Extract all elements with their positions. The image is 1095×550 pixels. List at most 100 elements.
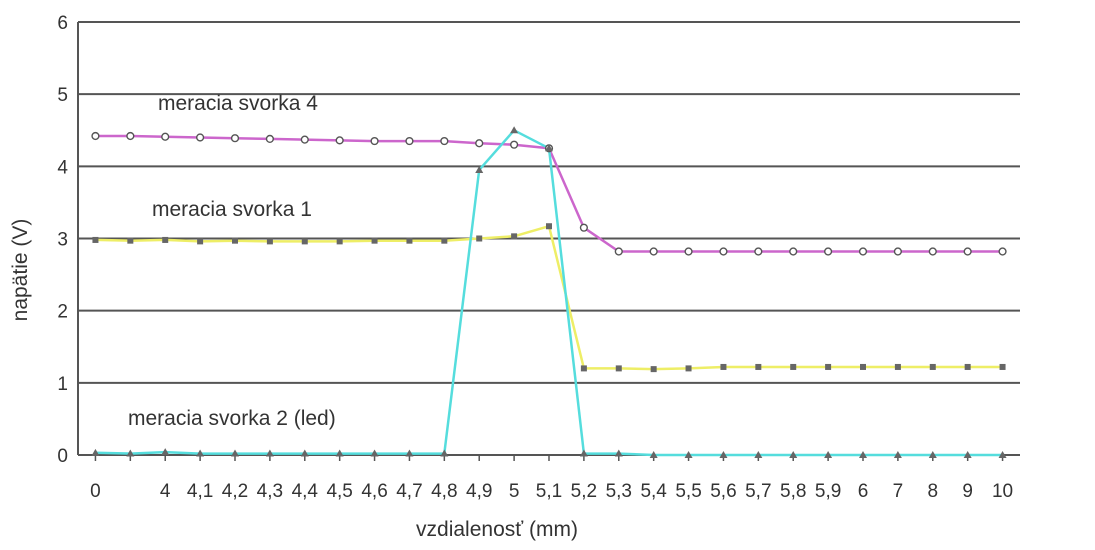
data-point-s1-12 <box>511 233 518 240</box>
data-point-s0-5 <box>265 134 274 144</box>
data-point-s2-13 <box>545 144 553 152</box>
data-point-s0-25 <box>963 247 972 256</box>
data-point-s2-21 <box>824 451 833 458</box>
data-point-s1-4 <box>232 237 238 244</box>
x-tick-label: 4,8 <box>431 481 457 502</box>
data-point-s0-10 <box>440 136 449 146</box>
x-tick-label: 4,4 <box>292 481 319 502</box>
y-tick-label: 4 <box>57 157 68 178</box>
data-point-s0-9 <box>405 136 414 146</box>
data-point-s2-26 <box>998 451 1007 458</box>
x-tick-label: 5 <box>509 481 520 502</box>
y-tick-label: 0 <box>57 446 68 467</box>
data-point-s2-20 <box>789 451 798 458</box>
data-point-s1-9 <box>406 237 413 244</box>
data-point-s2-7 <box>335 449 344 457</box>
data-point-s0-23 <box>893 247 902 256</box>
series-line-1 <box>95 224 1003 371</box>
y-tick-label: 2 <box>57 302 68 323</box>
data-point-s2-6 <box>300 449 309 457</box>
data-point-s2-15 <box>614 449 623 457</box>
data-point-s0-0 <box>91 131 100 141</box>
data-point-s2-3 <box>196 449 205 457</box>
data-point-s0-18 <box>719 247 728 256</box>
x-tick-label: 6 <box>858 481 869 502</box>
data-point-s1-20 <box>790 363 797 370</box>
y-tick-labels: 0 1 2 3 4 5 6 <box>57 13 68 467</box>
data-point-s0-14 <box>579 223 588 232</box>
data-point-s2-23 <box>893 451 902 458</box>
series-label-svorka-1: meracia svorka 1 <box>152 198 312 221</box>
x-tick-label: 10 <box>992 481 1013 502</box>
y-tick-label: 1 <box>57 374 68 395</box>
x-tick-label: 5,4 <box>640 481 667 502</box>
data-point-s2-25 <box>963 451 972 458</box>
data-point-s1-0 <box>92 236 99 243</box>
data-point-s1-3 <box>197 238 204 245</box>
data-point-s0-19 <box>754 247 763 256</box>
data-point-s1-5 <box>266 238 273 245</box>
data-point-s1-11 <box>476 235 483 242</box>
data-point-s0-6 <box>300 135 309 144</box>
data-point-s2-2 <box>161 448 170 456</box>
data-point-s0-15 <box>614 247 623 256</box>
x-tick-label: 5,2 <box>571 481 597 502</box>
data-point-s0-26 <box>998 247 1007 256</box>
data-point-s1-24 <box>929 363 936 370</box>
data-point-s0-12 <box>510 140 519 149</box>
x-tick-label: 4,6 <box>361 481 387 502</box>
x-tick-label: 4,1 <box>187 481 213 502</box>
x-axis-label: vzdialenosť (mm) <box>416 518 578 541</box>
data-point-s1-23 <box>894 363 901 370</box>
data-point-s2-9 <box>405 449 414 457</box>
data-point-s1-18 <box>720 363 727 370</box>
data-point-s1-2 <box>162 236 169 243</box>
data-point-s0-11 <box>475 139 484 148</box>
data-point-s2-24 <box>928 451 937 458</box>
series-label-svorka-4: meracia svorka 4 <box>158 92 318 115</box>
data-point-s1-26 <box>999 363 1006 370</box>
data-point-s0-16 <box>649 247 658 256</box>
data-point-s1-13 <box>546 223 552 230</box>
data-point-s0-17 <box>684 247 693 256</box>
data-point-s1-15 <box>615 365 622 372</box>
data-point-s2-10 <box>440 449 449 457</box>
x-tick-label: 5,3 <box>606 481 632 502</box>
x-tick-label: 5,5 <box>675 481 701 502</box>
y-tick-label: 3 <box>57 230 68 251</box>
data-point-s0-2 <box>161 132 170 141</box>
data-point-s2-5 <box>265 449 274 457</box>
y-tick-label: 5 <box>57 85 68 106</box>
series-labels: meracia svorka 4 meracia svorka 1 meraci… <box>128 92 336 430</box>
data-point-s1-19 <box>755 363 762 370</box>
x-tick-label: 5,9 <box>815 481 841 502</box>
data-point-s1-1 <box>127 237 134 244</box>
x-tick-label: 4,2 <box>222 481 248 502</box>
x-tick-label: 5,6 <box>710 481 736 502</box>
data-point-s0-1 <box>126 131 135 141</box>
x-tick-label: 5,7 <box>745 481 771 502</box>
data-point-s0-4 <box>230 134 240 143</box>
data-point-s2-12 <box>510 126 519 134</box>
x-tick-label: 9 <box>962 481 973 502</box>
data-point-s2-4 <box>231 449 239 457</box>
data-point-s1-17 <box>685 365 692 372</box>
x-tick-label: 4,5 <box>326 481 352 502</box>
data-point-s1-21 <box>825 363 832 370</box>
data-point-s0-7 <box>335 136 344 145</box>
x-tick-label: 5,1 <box>536 481 562 502</box>
data-point-s0-20 <box>789 247 798 256</box>
data-point-s1-22 <box>860 363 866 370</box>
x-tick-label: 0 <box>90 481 101 502</box>
x-tick-label: 7 <box>893 481 904 502</box>
data-point-s2-0 <box>91 448 100 456</box>
x-tick-label: 8 <box>927 481 938 502</box>
x-tick-label: 5,8 <box>780 481 806 502</box>
series-markers <box>91 126 1007 458</box>
data-point-s1-14 <box>580 365 587 372</box>
x-tick-label: 4,9 <box>466 481 492 502</box>
data-point-s0-3 <box>196 133 205 142</box>
data-point-s0-21 <box>824 247 833 256</box>
data-point-s1-25 <box>964 363 971 370</box>
y-tick-label: 6 <box>57 13 68 34</box>
